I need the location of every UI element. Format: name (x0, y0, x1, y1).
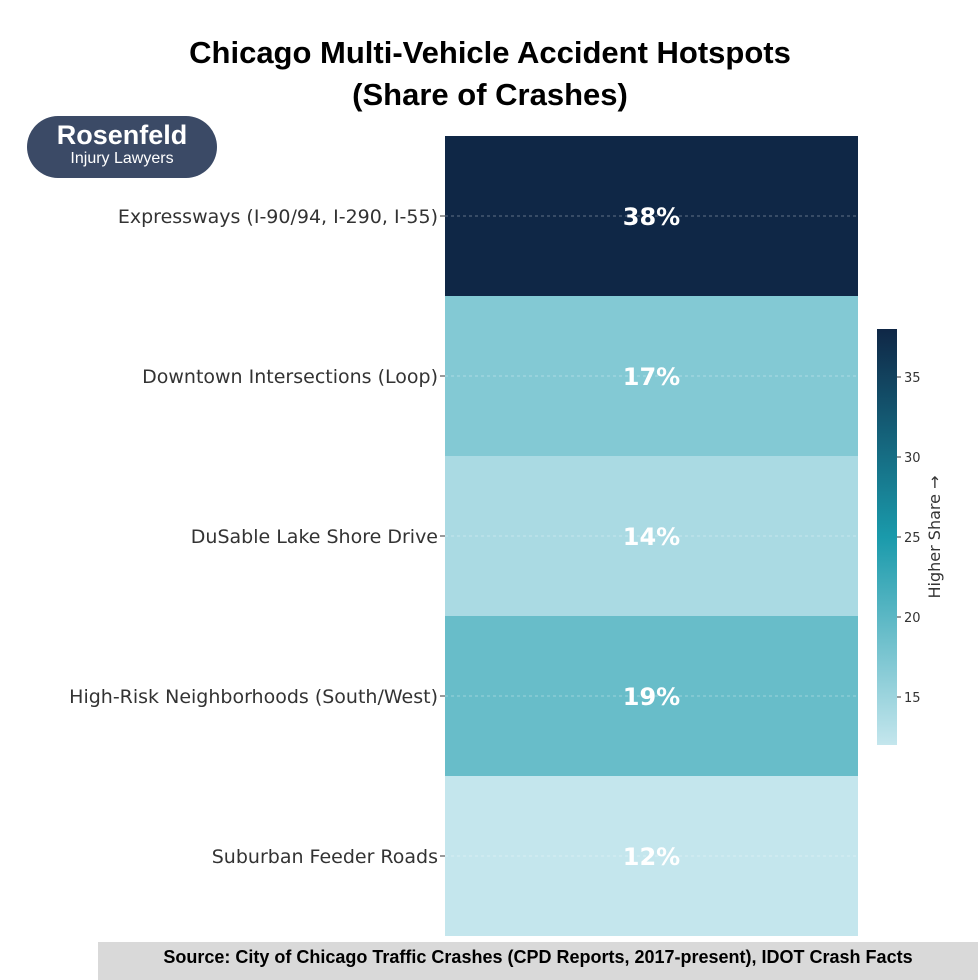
title-line: Chicago Multi-Vehicle Accident Hotspots (189, 35, 791, 70)
heatmap-cell (445, 296, 858, 456)
colorbar-tick-label: 20 (904, 611, 921, 626)
source-note: Source: City of Chicago Traffic Crashes … (98, 942, 978, 980)
colorbar (877, 329, 897, 745)
y-tick-label: Expressways (I-90/94, I-290, I-55) (118, 206, 438, 228)
heatmap-cell (445, 616, 858, 776)
colorbar-tick-label: 15 (904, 691, 921, 706)
heatmap-cell (445, 136, 858, 296)
data-label: 19% (623, 683, 680, 711)
data-label: 17% (623, 363, 680, 391)
data-label: 38% (623, 203, 680, 231)
data-label: 14% (623, 523, 680, 551)
heatmap-cell (445, 776, 858, 936)
y-tick-label: Suburban Feeder Roads (212, 846, 438, 868)
data-label: 12% (623, 843, 680, 871)
y-tick-label: Downtown Intersections (Loop) (142, 366, 438, 388)
colorbar-tick-label: 35 (904, 371, 921, 386)
heatmap-cell (445, 456, 858, 616)
logo-name: Rosenfeld (56, 120, 188, 150)
colorbar-label: Higher Share → (925, 476, 944, 599)
chart-title: Chicago Multi-Vehicle Accident Hotspots … (0, 32, 980, 116)
y-tick-label: High-Risk Neighborhoods (South/West) (69, 686, 438, 708)
y-tick-label: DuSable Lake Shore Drive (191, 526, 438, 548)
subtitle-line: (Share of Crashes) (352, 77, 628, 112)
rosenfeld-logo: Rosenfeld Injury Lawyers (27, 116, 217, 178)
colorbar-tick-label: 30 (904, 451, 921, 466)
colorbar-tick-label: 25 (904, 531, 921, 546)
logo-tagline: Injury Lawyers (70, 150, 174, 167)
